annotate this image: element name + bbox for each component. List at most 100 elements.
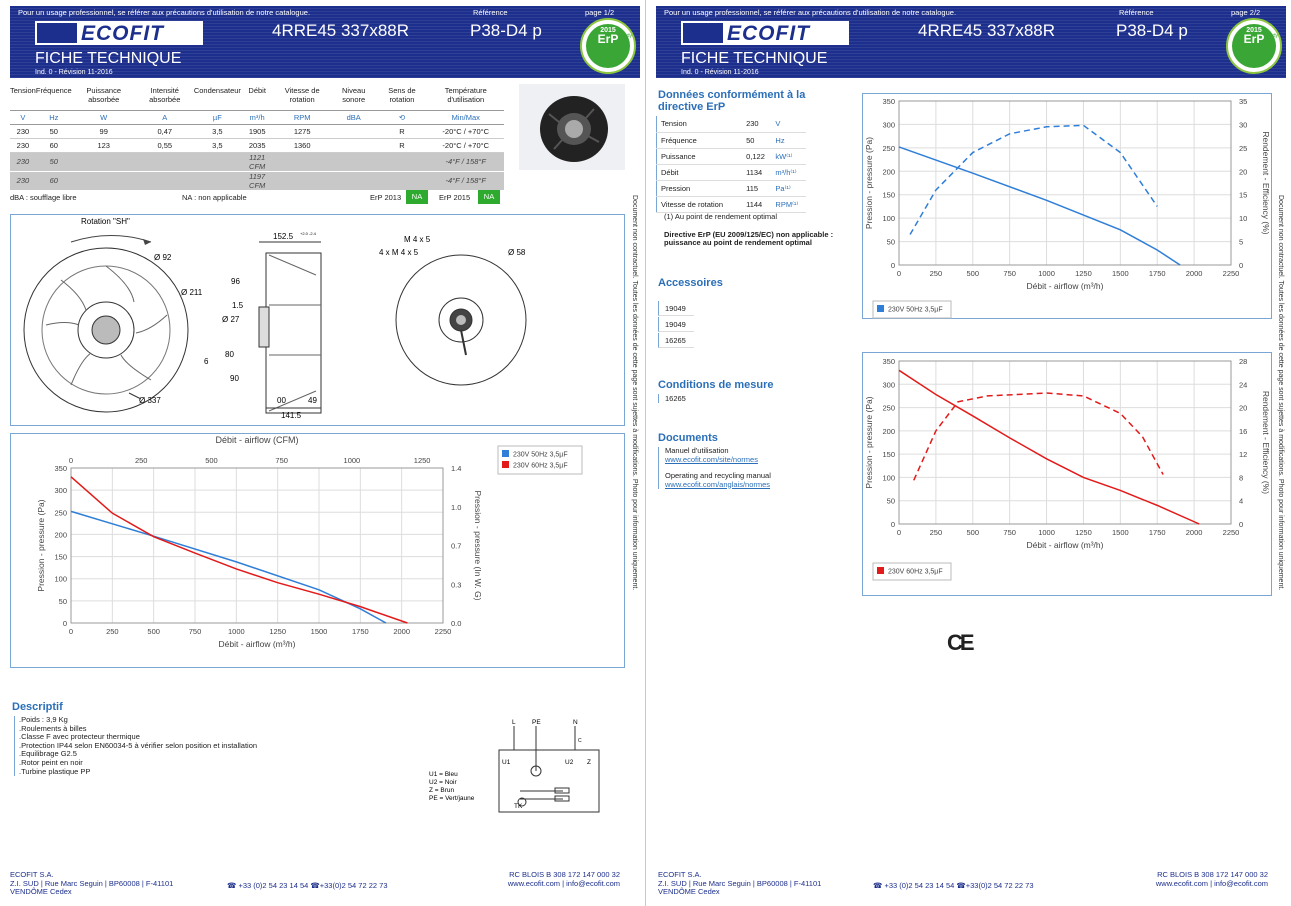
legend-swatch [502,461,509,468]
x-tick-label: 750 [189,627,202,636]
page-header-2: Pour un usage professionnel, se référer … [656,6,1286,78]
erp-label: Tension [656,116,743,133]
erp-note: (1) Au point de rendement optimal [664,212,777,221]
y-tick-label: 300 [882,380,895,389]
spec-cell [193,152,241,172]
wiring-legend-0: U1 = Bleu [429,771,458,778]
spec-header: Intensité absorbée [149,86,181,104]
y-tick-label: 300 [54,486,67,495]
y-tick-label: 350 [54,464,67,473]
spec-cell [193,171,241,191]
description-item: .Classe F avec protecteur thermique [19,732,140,742]
spec-cell [71,171,136,191]
doc2-link[interactable]: www.ecofit.com/anglais/normes [665,479,771,489]
spec-header: Condensateur [193,86,241,95]
y2-tick-label: 12 [1239,450,1247,459]
x-tick-label: 2000 [1186,528,1203,537]
x-tick-label: 1000 [1038,269,1055,278]
description-item: .Poids : 3,9 Kg [19,715,68,724]
svg-text:L: L [512,719,516,726]
erp-label: Vitesse de rotation [656,196,743,213]
y-tick-label: 0 [891,520,895,529]
efficiency-chart-50hz: 0 50 100 150 200 250 300 350 0 250 500 750 1000 1250 1… [862,93,1272,319]
y2-tick-label: 0.7 [451,542,461,551]
dim-6: 6 [204,357,209,366]
x-tick-label: 0 [69,627,73,636]
x-tick-label: 1250 [269,627,286,636]
y2-tick-label: 0 [1239,520,1243,529]
page-1: Pour un usage professionnel, se référer … [0,0,645,906]
y-tick-label: 200 [54,530,67,539]
ce-mark: CE [947,630,975,655]
y-tick-label: 0 [891,261,895,270]
y2-tick-label: 24 [1239,380,1247,389]
vertical-note-2: Document non contractuel. Toutes les don… [1277,195,1284,591]
x-tick-label: 2250 [1223,269,1240,278]
spec-cell [331,124,377,139]
spec-cell: 60 [35,171,72,191]
y-tick-label: 250 [54,508,67,517]
top-tick-label: 750 [275,456,288,465]
accessories-title: Accessoires [658,277,723,289]
doc2-label: Operating and recycling manual [665,471,771,480]
ecofit-logo-2: ECOFIT [681,21,849,45]
spec-cell: 230 [10,171,36,191]
y2-tick-label: 0.0 [451,619,461,628]
legend-box [872,562,952,581]
erp-value: 230 [742,116,772,133]
footer-phone: ☎ +33 (0)2 54 23 14 54 ☎+33(0)2 54 72 22… [227,881,388,890]
spec-cell: R [376,138,428,153]
spec-cell [376,171,428,191]
spec-header: Fréquence [35,86,72,95]
erp-row: Puissance 0,122 kW⁽¹⁾ [656,148,806,165]
spec-unit: Min/Max [427,109,504,125]
erp-row: Fréquence 50 Hz [656,132,806,149]
legend-label: 230V 50Hz 3,5µF [513,452,568,459]
erp-ready-badge-2: 2015 ErP ready [1226,18,1282,74]
erp-unit: Pa⁽¹⁾ [771,180,806,197]
svg-text:TK: TK [514,803,523,810]
spec-cell: 230 [10,152,36,172]
spec-header: Température d'utilisation [444,86,487,104]
erp-table: Tension 230 V Fréquence 50 Hz Puissance 0,122 kW… [656,116,806,213]
spec-cell: -4°F / 158°F [427,171,504,191]
legend-box [497,445,583,475]
erp-row: Tension 230 V [656,116,806,133]
spec-cell [273,171,331,191]
erp2015-badge: NA [478,190,500,204]
spec-unit: Hz [35,109,72,125]
dim-1-5: 1.5 [232,301,244,310]
dim-49: 49 [308,396,317,405]
erp-row: Débit 1134 m³/h⁽¹⁾ [656,164,806,181]
spec-unit: µF [193,109,241,125]
legend-box [872,300,952,319]
dim-152: 152.5 [273,232,294,241]
y-axis-label: Pression - pressure (Pa) [864,137,874,229]
top-tick-label: 1250 [414,456,431,465]
erp2013-label: ErP 2013 [370,193,402,202]
accessory-item: 19049 [658,317,694,332]
fan-photo [519,84,625,170]
efficiency-line [909,124,1158,235]
x-tick-label: 500 [967,528,980,537]
spec-cell: 1905 [240,124,274,139]
y2-tick-label: 0.3 [451,580,461,589]
x-tick-label: 1500 [1112,269,1129,278]
erp-value: 0,122 [742,148,772,165]
erp-value: 1134 [742,164,772,181]
footer-rc-2: RC BLOIS B 308 172 147 000 32 www.ecofit.… [1155,870,1268,888]
spec-unit: m³/h [240,109,274,125]
x-axis-label: Débit - airflow (m³/h) [1027,540,1104,550]
x-tick-label: 1000 [1038,528,1055,537]
dim-d211: Ø 211 [181,288,203,297]
erp-value: 115 [742,180,772,197]
legend-label: 230V 50Hz 3,5µF [888,307,943,314]
erp-label: Puissance [656,148,743,165]
header-note: Pour un usage professionnel, se référer … [18,8,311,17]
top-axis-label: Débit - airflow (CFM) [215,435,298,445]
y-tick-label: 100 [882,473,895,482]
spec-cell: -4°F / 158°F [427,152,504,172]
spec-cell: 3,5 [193,138,241,153]
doc1-link[interactable]: www.ecofit.com/site/normes [665,454,758,464]
footer-phone-2: ☎ +33 (0)2 54 23 14 54 ☎+33(0)2 54 72 22… [873,881,1034,890]
